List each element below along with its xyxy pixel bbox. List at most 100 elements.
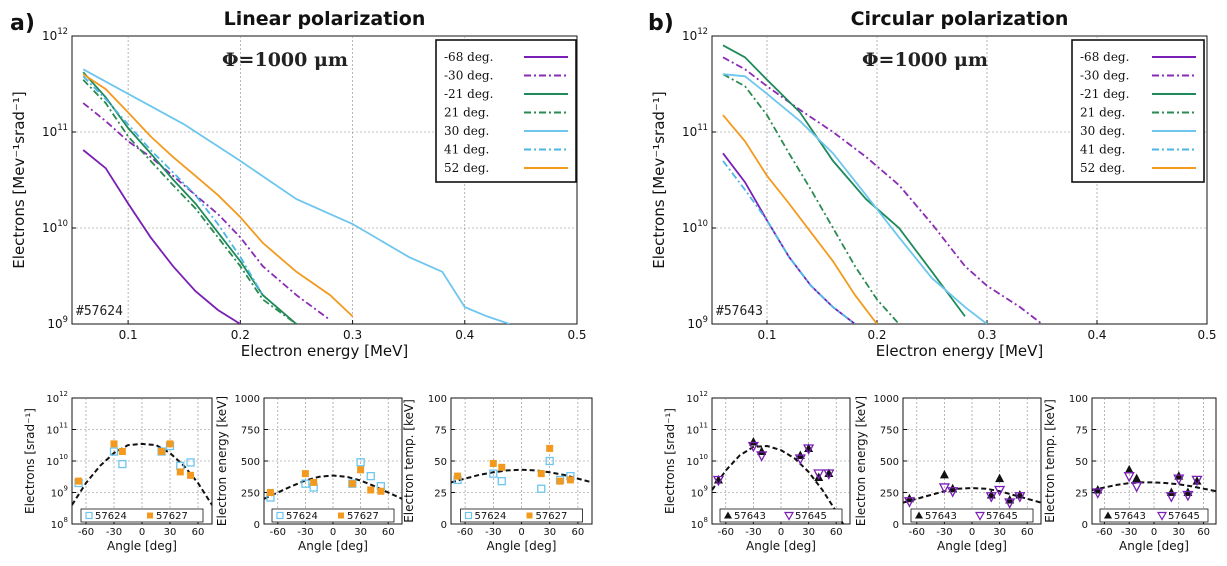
y-tick-label: 50 bbox=[434, 457, 447, 468]
data-point-s1-4 bbox=[546, 444, 554, 452]
x-tick-label: -30 bbox=[745, 527, 761, 538]
legend-entry-label: -68 deg. bbox=[1080, 50, 1129, 64]
plot-frame bbox=[71, 35, 578, 325]
legend-marker bbox=[915, 511, 923, 519]
data-point-s0-4 bbox=[545, 456, 554, 466]
legend-marker bbox=[783, 511, 795, 521]
x-tick-label: 0.4 bbox=[1087, 328, 1106, 342]
y-axis-label: Electrons [srad⁻¹] bbox=[663, 408, 677, 514]
y-tick-label: 109 bbox=[691, 485, 708, 500]
b-main-chart: 0.1 0.2 0.3 0.4 0.5 109 1010 1011 1012 Electron e… bbox=[648, 8, 1217, 360]
legend-entry-label: -30 deg. bbox=[444, 69, 493, 83]
legend-entry-label: 52 deg. bbox=[1080, 161, 1125, 175]
data-point-s0-2 bbox=[1132, 473, 1142, 483]
legend-marker bbox=[85, 511, 93, 520]
data-point-s0-5 bbox=[366, 471, 375, 481]
y-tick-label: 1012 bbox=[46, 390, 68, 405]
legend-entry-label: -21 deg. bbox=[444, 87, 493, 101]
legend-entry-label: 41 deg. bbox=[1080, 143, 1125, 157]
plot-frame bbox=[711, 35, 1208, 325]
legend-marker bbox=[276, 511, 284, 520]
series-line-4 bbox=[722, 73, 988, 324]
fit-curve bbox=[712, 444, 845, 524]
legend-entry-label: 57643 bbox=[1114, 511, 1146, 522]
legend-entry-label: 41 deg. bbox=[444, 143, 489, 157]
b-sub3-chart: -60 -30 0 30 60 0 25 50 75 100 Angle [deg] Electron… bbox=[1043, 394, 1217, 553]
legend-entry-label: 57643 bbox=[925, 511, 957, 522]
y-tick-label: 1010 bbox=[686, 453, 708, 468]
y-tick-label: 750 bbox=[880, 426, 899, 437]
data-point-s1-0 bbox=[712, 475, 725, 487]
series-line-5 bbox=[722, 160, 856, 324]
data-point-s1-4 bbox=[803, 444, 815, 455]
data-point-s1-3 bbox=[537, 470, 545, 478]
x-tick-label: -30 bbox=[1121, 527, 1137, 538]
data-area bbox=[72, 440, 212, 506]
legend-entry-label: 52 deg. bbox=[444, 161, 489, 175]
x-tick-label: -60 bbox=[718, 527, 734, 538]
legend-entry-label: 57645 bbox=[795, 511, 827, 522]
y-tick-label: 500 bbox=[241, 457, 260, 468]
y-tick-label: 750 bbox=[241, 426, 260, 437]
x-tick-label: 0.1 bbox=[119, 328, 138, 342]
x-tick-label: 0 bbox=[330, 527, 336, 538]
x-tick-label: 60 bbox=[572, 527, 585, 538]
y-tick-label: 1010 bbox=[46, 453, 68, 468]
y-tick-label: 500 bbox=[880, 457, 899, 468]
data-point-s1-2 bbox=[947, 487, 959, 498]
data-point-s0-1 bbox=[109, 447, 119, 456]
fit-curve bbox=[451, 468, 592, 484]
data-point-s1-2 bbox=[1131, 482, 1143, 493]
y-tick-label: 109 bbox=[51, 485, 68, 500]
x-tick-label: 0.2 bbox=[231, 328, 250, 342]
x-tick-label: -60 bbox=[457, 527, 473, 538]
x-tick-label: 30 bbox=[993, 527, 1006, 538]
x-tick-label: 30 bbox=[543, 527, 556, 538]
x-tick-label: 30 bbox=[1172, 527, 1185, 538]
y-tick-label: 1011 bbox=[682, 122, 708, 139]
y-tick-label: 1010 bbox=[682, 218, 708, 235]
series-line-3 bbox=[82, 79, 297, 324]
y-tick-label: 108 bbox=[51, 516, 68, 531]
legend-marker bbox=[1156, 511, 1168, 521]
legend-box bbox=[460, 508, 583, 523]
data-point-s1-4 bbox=[357, 466, 365, 474]
legend-box bbox=[719, 508, 843, 523]
data-area bbox=[451, 444, 592, 493]
data-point-s1-2 bbox=[756, 451, 768, 462]
x-tick-label: 0 bbox=[1151, 527, 1157, 538]
data-area bbox=[1092, 464, 1216, 503]
data-point-s0-4 bbox=[356, 458, 365, 467]
data-point-s1-1 bbox=[110, 440, 118, 448]
legend-entry-label: 57624 bbox=[95, 511, 127, 522]
data-point-s1-2 bbox=[498, 463, 506, 471]
x-axis-label: Angle [deg] bbox=[107, 539, 177, 553]
data-point-s0-6 bbox=[1192, 476, 1202, 485]
x-tick-label: -60 bbox=[909, 527, 925, 538]
x-tick-label: 0 bbox=[518, 527, 524, 538]
y-tick-label: 108 bbox=[691, 516, 708, 531]
x-axis-label: Angle [deg] bbox=[298, 539, 368, 553]
legend-marker bbox=[338, 512, 344, 519]
data-point-s1-5 bbox=[1182, 490, 1194, 502]
data-point-s1-2 bbox=[118, 448, 126, 456]
legend-marker bbox=[464, 511, 473, 520]
data-point-s1-4 bbox=[994, 485, 1006, 497]
shot-label: #57643 bbox=[716, 304, 763, 319]
legend-entry-label: 57643 bbox=[734, 511, 766, 522]
x-axis-label: Electron energy [MeV] bbox=[876, 342, 1043, 360]
data-point-s0-1 bbox=[301, 479, 310, 488]
data-point-s1-5 bbox=[367, 486, 375, 494]
a-sub1-chart: -60 -30 0 30 60 108 109 1010 1011 1012 Angle [deg]… bbox=[23, 390, 213, 553]
data-point-s1-0 bbox=[903, 497, 916, 508]
y-tick-label: 1012 bbox=[682, 26, 708, 43]
data-point-s1-3 bbox=[1165, 492, 1177, 503]
legend-box bbox=[271, 508, 395, 523]
data-point-s0-1 bbox=[1124, 464, 1134, 474]
y-tick-label: 25 bbox=[434, 489, 447, 500]
series-line-2 bbox=[722, 44, 966, 317]
data-point-s1-6 bbox=[1014, 492, 1026, 503]
data-point-s0-1 bbox=[748, 437, 758, 446]
data-point-s1-3 bbox=[348, 480, 356, 488]
aperture-annotation: Φ=1000 μm bbox=[862, 49, 988, 71]
